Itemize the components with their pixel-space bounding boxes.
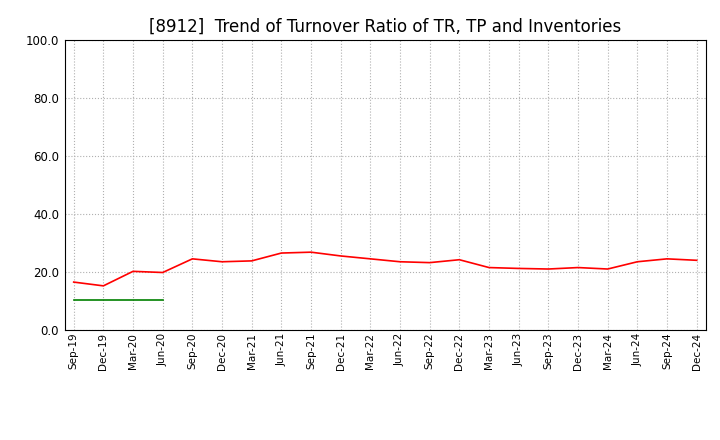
Trade Receivables bbox=[603, 266, 612, 271]
Inventories bbox=[99, 297, 108, 302]
Trade Receivables bbox=[129, 269, 138, 274]
Inventories bbox=[69, 297, 78, 302]
Trade Receivables bbox=[574, 265, 582, 270]
Trade Receivables bbox=[217, 259, 226, 264]
Trade Receivables bbox=[455, 257, 464, 262]
Trade Receivables bbox=[99, 283, 108, 289]
Inventories bbox=[158, 297, 167, 302]
Trade Receivables bbox=[426, 260, 434, 265]
Title: [8912]  Trend of Turnover Ratio of TR, TP and Inventories: [8912] Trend of Turnover Ratio of TR, TP… bbox=[149, 17, 621, 35]
Trade Receivables bbox=[188, 256, 197, 261]
Trade Receivables bbox=[336, 253, 345, 259]
Trade Receivables bbox=[248, 258, 256, 264]
Trade Receivables bbox=[514, 266, 523, 271]
Trade Receivables bbox=[69, 279, 78, 285]
Trade Receivables bbox=[693, 258, 701, 263]
Line: Trade Receivables: Trade Receivables bbox=[73, 252, 697, 286]
Trade Receivables bbox=[158, 270, 167, 275]
Inventories bbox=[129, 297, 138, 302]
Trade Receivables bbox=[396, 259, 405, 264]
Trade Receivables bbox=[544, 266, 553, 271]
Trade Receivables bbox=[307, 249, 315, 255]
Trade Receivables bbox=[633, 259, 642, 264]
Trade Receivables bbox=[485, 265, 493, 270]
Trade Receivables bbox=[366, 256, 374, 261]
Trade Receivables bbox=[277, 250, 286, 256]
Trade Receivables bbox=[662, 256, 671, 261]
